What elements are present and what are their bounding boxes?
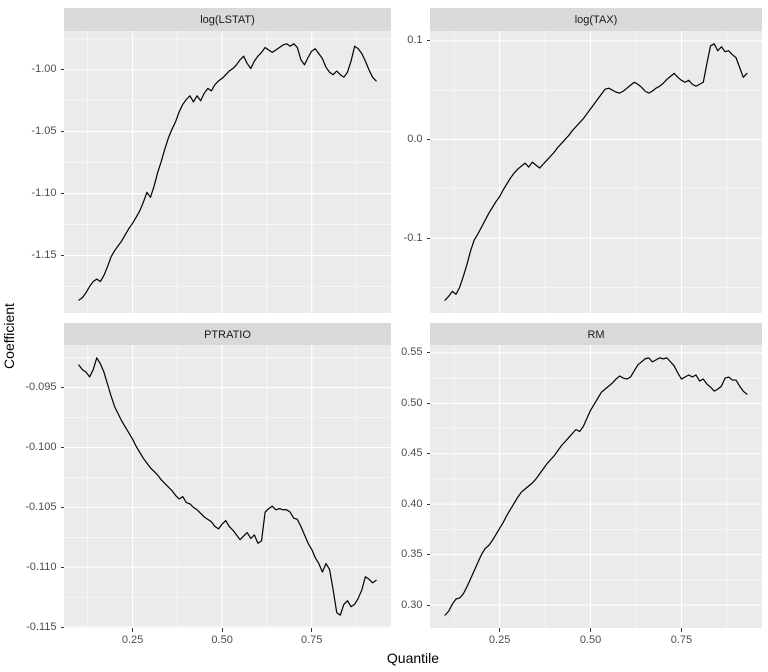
series-line-log-tax [444, 43, 748, 301]
x-tick-label: 0.50 [211, 633, 233, 646]
y-tick-mark [60, 131, 64, 133]
x-tick-label: 0.25 [121, 633, 144, 646]
y-tick-label: 0.50 [401, 396, 423, 409]
y-axis-title-text: Coefficient [1, 303, 17, 369]
y-tick-label: 0.30 [401, 598, 423, 611]
y-tick-mark [426, 402, 430, 404]
y-tick-label: -0.110 [26, 560, 57, 573]
x-tick-mark [221, 628, 223, 632]
facet-strip-rm: RM [430, 323, 762, 346]
y-tick-label: 0.55 [401, 346, 423, 359]
facet-panel-rm [430, 345, 762, 628]
y-tick-mark [60, 69, 64, 71]
y-tick-label: -1.10 [31, 187, 57, 200]
panel-background [64, 31, 391, 313]
series-line-ptratio [78, 357, 377, 616]
facet-strip-ptratio: PTRATIO [64, 323, 391, 346]
y-tick-label: 0.45 [401, 447, 423, 460]
y-tick-label: 0.40 [401, 497, 423, 510]
x-tick-label: 0.75 [670, 633, 693, 646]
y-tick-mark [426, 604, 430, 606]
y-tick-label: 0.35 [401, 548, 423, 561]
y-tick-label: -1.00 [31, 63, 57, 76]
panel-background [430, 345, 762, 628]
y-tick-mark [60, 566, 64, 568]
y-tick-label: 0.0 [407, 132, 423, 145]
y-tick-mark [426, 138, 430, 140]
series-line-rm [444, 357, 748, 616]
y-tick-label: -0.115 [26, 620, 57, 633]
y-tick-label: 0.1 [407, 34, 423, 47]
y-tick-mark [60, 506, 64, 508]
x-tick-mark [499, 628, 501, 632]
y-tick-label: -0.105 [25, 500, 57, 513]
y-tick-mark [60, 387, 64, 389]
series-line-log-lstat [78, 43, 377, 301]
y-tick-mark [426, 237, 430, 239]
y-tick-mark [60, 193, 64, 195]
y-tick-mark [60, 255, 64, 257]
y-tick-label: -0.095 [25, 381, 57, 394]
x-tick-mark [680, 628, 682, 632]
facet-panel-log-tax [430, 31, 762, 313]
facet-label-ptratio: PTRATIO [204, 328, 251, 341]
y-tick-mark [426, 40, 430, 42]
y-tick-label: -1.15 [31, 249, 57, 262]
x-tick-label: 0.75 [300, 633, 323, 646]
x-tick-mark [132, 628, 134, 632]
y-tick-label: -1.05 [31, 125, 57, 138]
y-tick-mark [60, 626, 64, 628]
facet-label-log-lstat: log(LSTAT) [200, 13, 255, 26]
y-tick-mark [426, 453, 430, 455]
x-tick-label: 0.25 [488, 633, 511, 646]
facet-strip-log-tax: log(TAX) [430, 8, 762, 31]
y-tick-label: -0.1 [403, 231, 423, 244]
facet-label-log-tax: log(TAX) [574, 13, 618, 26]
facet-strip-log-lstat: log(LSTAT) [64, 8, 391, 31]
panel-background [430, 31, 762, 313]
facet-panel-ptratio [64, 345, 391, 628]
x-tick-label: 0.50 [579, 633, 602, 646]
y-tick-label: -0.100 [25, 441, 57, 454]
x-tick-mark [311, 628, 313, 632]
y-tick-mark [60, 447, 64, 449]
y-tick-mark [426, 352, 430, 354]
y-tick-mark [426, 554, 430, 556]
facet-label-rm: RM [587, 328, 605, 341]
x-axis-title: Quantile [386, 650, 440, 666]
facet-panel-log-lstat [64, 31, 391, 313]
x-tick-mark [590, 628, 592, 632]
panel-background [64, 345, 391, 628]
y-tick-mark [426, 503, 430, 505]
